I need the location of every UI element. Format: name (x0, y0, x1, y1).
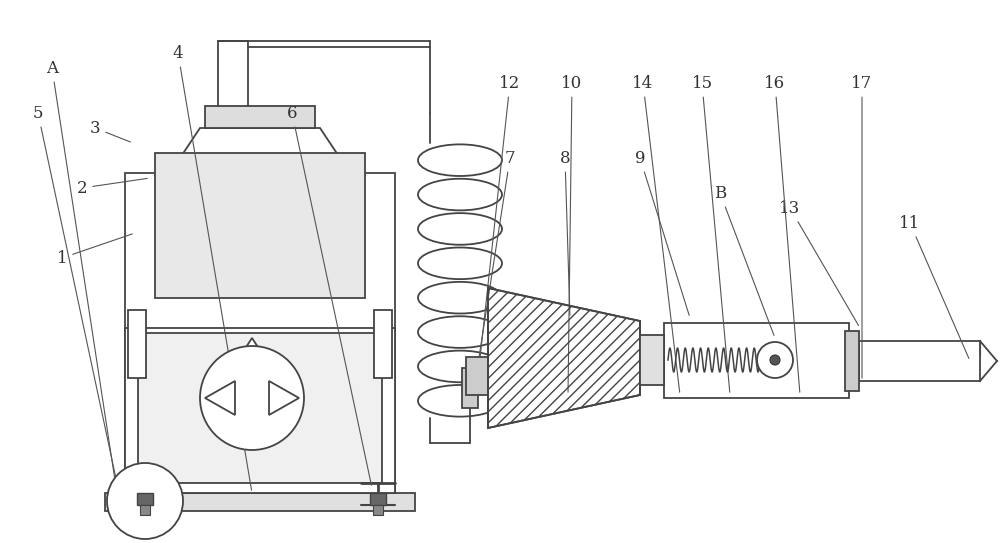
Circle shape (200, 346, 304, 450)
Bar (370, 493, 386, 505)
Text: 16: 16 (764, 74, 800, 392)
Text: 2: 2 (77, 179, 147, 197)
Text: 9: 9 (635, 149, 689, 315)
Polygon shape (228, 338, 276, 375)
Ellipse shape (418, 385, 502, 416)
Bar (466, 357, 488, 395)
Bar (845, 331, 859, 391)
Text: B: B (714, 185, 774, 336)
Text: 10: 10 (561, 74, 583, 392)
Bar (462, 368, 478, 408)
Bar (137, 493, 153, 505)
Bar (374, 310, 392, 378)
Text: A: A (46, 60, 120, 510)
Text: 11: 11 (899, 214, 969, 358)
Text: 4: 4 (173, 45, 252, 490)
Polygon shape (269, 381, 299, 415)
Circle shape (770, 355, 780, 365)
Bar (105, 493, 415, 511)
Text: 5: 5 (33, 104, 117, 485)
Bar (664, 323, 849, 398)
Circle shape (107, 463, 183, 539)
Bar (125, 173, 395, 493)
Ellipse shape (418, 351, 502, 382)
Polygon shape (170, 128, 350, 173)
Bar (138, 333, 382, 483)
Text: 8: 8 (560, 149, 570, 315)
Ellipse shape (418, 248, 502, 279)
Circle shape (757, 342, 793, 378)
Text: 14: 14 (632, 74, 680, 392)
Text: 1: 1 (57, 234, 132, 267)
Bar (155, 153, 365, 298)
Polygon shape (205, 381, 235, 415)
Bar (859, 341, 980, 381)
Text: 17: 17 (851, 74, 873, 378)
Bar (125, 328, 395, 493)
Ellipse shape (418, 282, 502, 313)
Bar (128, 310, 146, 378)
Ellipse shape (418, 144, 502, 176)
Bar (140, 505, 150, 515)
Text: 13: 13 (779, 199, 859, 326)
Ellipse shape (418, 316, 502, 348)
Ellipse shape (418, 213, 502, 245)
Text: 7: 7 (475, 149, 515, 380)
Polygon shape (488, 288, 640, 428)
Text: 12: 12 (476, 74, 521, 392)
Bar (373, 505, 383, 515)
Bar (205, 106, 315, 128)
Ellipse shape (418, 179, 502, 210)
Text: 6: 6 (287, 104, 371, 485)
Text: 3: 3 (90, 119, 130, 142)
Text: 15: 15 (691, 74, 730, 392)
Bar (640, 335, 664, 385)
